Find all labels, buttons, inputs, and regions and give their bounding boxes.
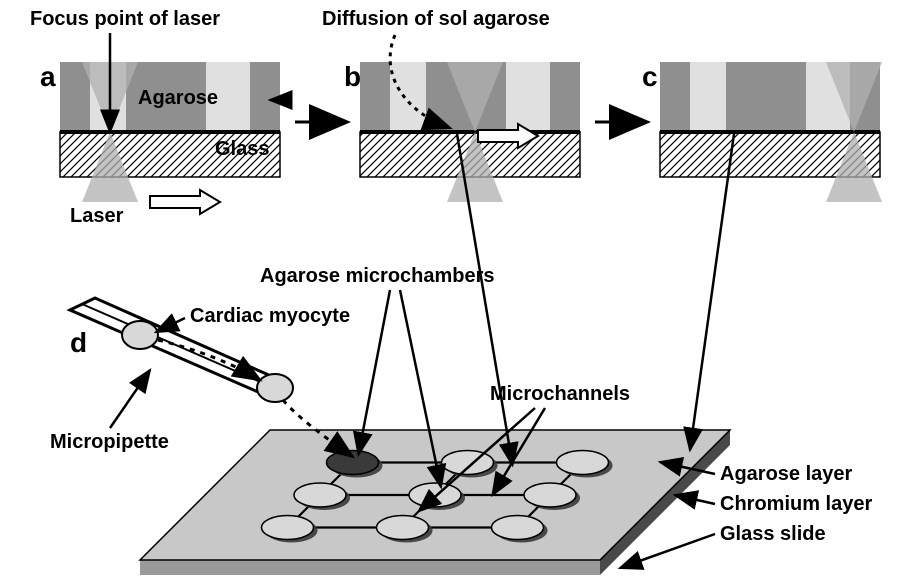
chamber-0 xyxy=(327,451,379,475)
pointer-panel-c-to-chip xyxy=(690,134,734,450)
label-focus-point: Focus point of laser xyxy=(30,8,220,30)
chamber-6 xyxy=(262,516,314,540)
panel-c xyxy=(660,62,882,202)
pointer-micropipette xyxy=(110,370,150,428)
label-agarose-layer: Agarose layer xyxy=(720,463,853,485)
pointer-chromium-layer xyxy=(675,495,715,504)
agarose-block-right-a xyxy=(250,62,280,132)
label-laser: Laser xyxy=(70,205,124,227)
panel-a xyxy=(60,62,280,202)
panel-d xyxy=(140,430,730,575)
label-chromium-layer: Chromium layer xyxy=(720,493,872,515)
chamber-4 xyxy=(409,483,461,507)
chamber-5 xyxy=(524,483,576,507)
agarose-block-left-a xyxy=(60,62,90,132)
label-agarose: Agarose xyxy=(138,87,218,109)
chip-front xyxy=(140,560,600,575)
agarose-block-center-c xyxy=(726,62,806,132)
cell-at-tip xyxy=(257,374,293,402)
chamber-8 xyxy=(492,516,544,540)
panel-b xyxy=(360,62,580,202)
agarose-block-left-b xyxy=(360,62,390,132)
agarose-block-right-b xyxy=(550,62,580,132)
chamber-1 xyxy=(442,451,494,475)
label-microchannels: Microchannels xyxy=(490,383,630,405)
panel-letter-c: c xyxy=(642,61,658,92)
label-agarose-microchambers: Agarose microchambers xyxy=(260,265,495,287)
label-cardiac-myocyte: Cardiac myocyte xyxy=(190,305,350,327)
chamber-2 xyxy=(557,451,609,475)
chamber-3 xyxy=(294,483,346,507)
chamber-7 xyxy=(377,516,429,540)
label-diffusion: Diffusion of sol agarose xyxy=(322,8,550,30)
label-glass-slide: Glass slide xyxy=(720,523,826,545)
panel-letter-d: d xyxy=(70,327,87,358)
panel-letter-b: b xyxy=(344,61,361,92)
label-glass: Glass xyxy=(215,138,269,160)
cell-free xyxy=(122,321,158,349)
agarose-block-left-c xyxy=(660,62,690,132)
scan-arrow-a xyxy=(150,190,220,214)
label-micropipette: Micropipette xyxy=(50,431,169,453)
panel-letter-a: a xyxy=(40,61,56,92)
